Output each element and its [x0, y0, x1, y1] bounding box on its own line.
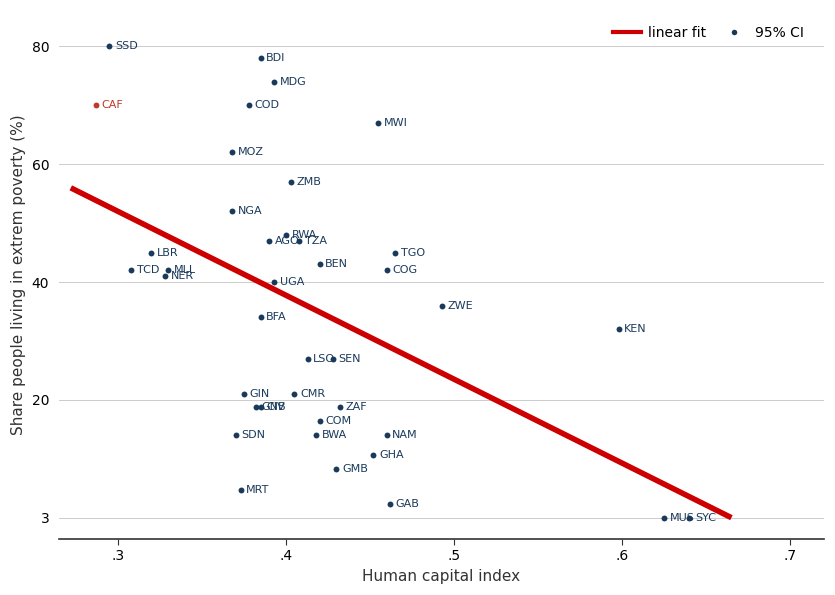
Point	[225, 148, 239, 157]
Text: NGA: NGA	[238, 206, 262, 217]
Text: SDN: SDN	[241, 430, 265, 440]
Text: MLL: MLL	[174, 265, 196, 275]
Text: MOZ: MOZ	[238, 148, 264, 158]
Point	[288, 389, 301, 399]
Point	[242, 101, 256, 110]
Point	[657, 513, 671, 522]
Text: MWI: MWI	[384, 118, 407, 128]
Point	[229, 430, 242, 439]
Text: SEN: SEN	[338, 353, 361, 364]
Point	[144, 248, 158, 258]
Point	[225, 206, 239, 216]
Point	[293, 236, 306, 246]
Point	[267, 277, 281, 287]
Text: ZMB: ZMB	[296, 177, 321, 187]
Point	[683, 513, 696, 522]
Point	[249, 402, 262, 412]
Point	[254, 54, 267, 63]
Text: CIV: CIV	[266, 402, 285, 412]
Point	[313, 416, 326, 425]
Text: SYC: SYC	[695, 513, 716, 523]
Point	[162, 265, 175, 275]
Point	[380, 430, 393, 439]
Text: UGA: UGA	[280, 277, 304, 287]
Y-axis label: Share people living in extrem poverty (%): Share people living in extrem poverty (%…	[11, 115, 26, 436]
Text: GIN: GIN	[250, 389, 270, 399]
Point	[436, 301, 449, 311]
Legend: linear fit, 95% CI: linear fit, 95% CI	[608, 21, 809, 46]
Point	[262, 236, 276, 246]
Text: MDG: MDG	[280, 77, 306, 87]
Point	[254, 402, 267, 412]
Point	[103, 42, 116, 51]
Text: BWA: BWA	[321, 430, 347, 440]
Text: TZA: TZA	[305, 236, 327, 246]
Text: NER: NER	[170, 271, 194, 281]
Text: BFA: BFA	[266, 312, 287, 322]
Text: BDI: BDI	[266, 53, 286, 63]
Point	[285, 177, 298, 187]
Text: ZAF: ZAF	[346, 402, 367, 412]
Text: GHA: GHA	[379, 450, 403, 461]
Text: LBR: LBR	[157, 248, 179, 258]
X-axis label: Human capital index: Human capital index	[362, 569, 520, 584]
Point	[124, 265, 138, 275]
Text: CMR: CMR	[300, 389, 325, 399]
Point	[367, 450, 380, 460]
Text: NAM: NAM	[392, 430, 418, 440]
Text: GMB: GMB	[342, 464, 367, 474]
Text: BEN: BEN	[325, 259, 348, 270]
Point	[612, 324, 625, 334]
Text: ZWE: ZWE	[448, 300, 473, 311]
Text: COD: COD	[255, 101, 280, 110]
Point	[330, 465, 343, 474]
Point	[159, 271, 172, 281]
Point	[254, 312, 267, 322]
Point	[388, 248, 402, 258]
Point	[237, 389, 250, 399]
Point	[279, 230, 292, 240]
Point	[383, 499, 397, 509]
Point	[372, 118, 385, 128]
Point	[267, 77, 281, 86]
Point	[234, 486, 247, 495]
Point	[333, 402, 347, 412]
Point	[380, 265, 393, 275]
Point	[89, 101, 103, 110]
Text: COM: COM	[325, 416, 352, 425]
Text: SSD: SSD	[115, 42, 138, 51]
Text: GNB: GNB	[261, 402, 286, 412]
Text: GAB: GAB	[396, 499, 420, 509]
Point	[326, 354, 340, 364]
Point	[301, 354, 315, 364]
Text: TGO: TGO	[401, 248, 425, 258]
Text: AGO: AGO	[275, 236, 300, 246]
Point	[310, 430, 323, 439]
Text: COG: COG	[392, 265, 418, 275]
Text: KEN: KEN	[625, 324, 647, 334]
Text: LSO: LSO	[313, 353, 336, 364]
Text: MRT: MRT	[246, 485, 270, 495]
Text: RWA: RWA	[291, 230, 316, 240]
Text: CAF: CAF	[102, 101, 124, 110]
Text: TCD: TCD	[137, 265, 159, 275]
Text: MUS: MUS	[670, 513, 695, 523]
Point	[313, 259, 326, 269]
